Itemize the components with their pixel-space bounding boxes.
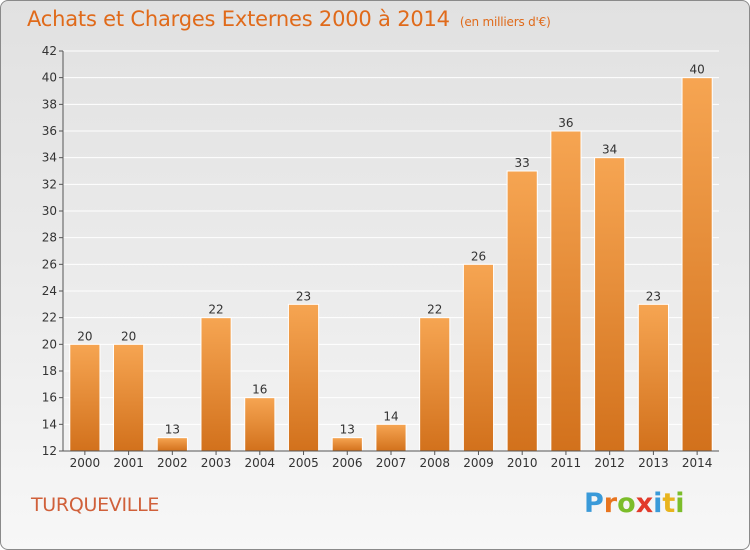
bar-2010 <box>506 170 538 452</box>
x-tick-label-2006: 2006 <box>332 456 363 470</box>
logo-letter: i <box>675 488 685 519</box>
y-tick-label: 26 <box>42 257 57 271</box>
value-label-2003: 22 <box>208 303 223 317</box>
x-tick-label-2010: 2010 <box>507 456 538 470</box>
y-tick-label: 38 <box>42 97 57 111</box>
bar-2014 <box>681 77 713 452</box>
bar-2003 <box>200 317 232 452</box>
x-tick-label-2004: 2004 <box>245 456 276 470</box>
x-tick-label-2000: 2000 <box>70 456 101 470</box>
bar-2001 <box>113 343 145 452</box>
value-label-2002: 13 <box>165 423 180 437</box>
y-tick-label: 16 <box>42 391 57 405</box>
value-labels: 20 20 13 22 16 23 13 14 22 26 33 36 34 23 40 <box>77 63 705 437</box>
logo-letter: t <box>662 488 676 519</box>
chart-title: Achats et Charges Externes 2000 à 2014 (e… <box>27 7 551 31</box>
value-label-2014: 40 <box>689 63 704 77</box>
commune-name: TURQUEVILLE <box>31 494 160 516</box>
value-label-2004: 16 <box>252 383 267 397</box>
bar-2006 <box>331 437 363 452</box>
x-tick-label-2013: 2013 <box>638 456 669 470</box>
value-label-2001: 20 <box>121 329 136 343</box>
value-label-2012: 34 <box>602 143 617 157</box>
value-label-2008: 22 <box>427 303 442 317</box>
title-text: Achats et Charges Externes 2000 à 2014 <box>27 7 450 31</box>
proxiti-logo[interactable]: Proxiti <box>584 488 685 519</box>
y-tick-label: 24 <box>42 284 57 298</box>
bar-2005 <box>287 303 320 452</box>
y-tick-label: 20 <box>42 337 57 351</box>
bar-2000 <box>69 343 101 452</box>
value-label-2006: 13 <box>340 423 355 437</box>
x-tick-label-2008: 2008 <box>419 456 450 470</box>
y-tick-label: 12 <box>42 444 57 458</box>
y-tick-label: 36 <box>42 124 57 138</box>
value-label-2005: 23 <box>296 289 311 303</box>
x-tick-label-2003: 2003 <box>201 456 232 470</box>
value-label-2010: 33 <box>515 156 530 170</box>
bar-2011 <box>550 130 582 452</box>
bar-2012 <box>594 157 626 452</box>
x-tick-label-2005: 2005 <box>288 456 319 470</box>
y-tick-label: 32 <box>42 177 57 191</box>
y-axis-ticks: 12 14 16 18 20 22 24 26 28 30 32 34 36 38 40 42 <box>42 44 63 458</box>
y-tick-label: 14 <box>42 417 57 431</box>
x-tick-label-2012: 2012 <box>594 456 625 470</box>
value-label-2011: 36 <box>558 116 573 130</box>
bars <box>69 77 713 452</box>
x-tick-label-2001: 2001 <box>113 456 144 470</box>
x-tick-label-2011: 2011 <box>551 456 582 470</box>
chart-subtitle: (en milliers d'€) <box>459 15 551 29</box>
bar-2009 <box>462 263 495 452</box>
y-tick-label: 34 <box>42 151 57 165</box>
y-tick-label: 42 <box>42 44 57 58</box>
bar-2008 <box>419 317 451 452</box>
axes <box>62 51 719 452</box>
bar-2013 <box>637 303 669 452</box>
x-tick-label-2007: 2007 <box>376 456 407 470</box>
x-tick-label-2009: 2009 <box>463 456 494 470</box>
x-tick-label-2014: 2014 <box>682 456 713 470</box>
value-label-2009: 26 <box>471 249 486 263</box>
y-tick-label: 18 <box>42 364 57 378</box>
value-label-2013: 23 <box>646 289 661 303</box>
bar-2004 <box>244 397 276 452</box>
logo-letter: r <box>603 488 618 519</box>
y-tick-label: 28 <box>42 231 57 245</box>
logo-letter: i <box>653 488 663 519</box>
bar-2007 <box>375 423 407 452</box>
y-tick-label: 30 <box>42 204 57 218</box>
y-tick-label: 22 <box>42 311 57 325</box>
value-label-2000: 20 <box>77 329 92 343</box>
x-tick-label-2002: 2002 <box>157 456 188 470</box>
logo-letter: x <box>635 488 654 519</box>
y-tick-label: 40 <box>42 71 57 85</box>
bar-2002 <box>156 437 188 452</box>
logo-letter: P <box>584 488 604 519</box>
logo-letter: o <box>617 488 636 519</box>
value-label-2007: 14 <box>383 409 398 423</box>
x-axis-labels: 2000 2001 2002 2003 2004 2005 2006 2007 2008 2009… <box>70 451 713 470</box>
